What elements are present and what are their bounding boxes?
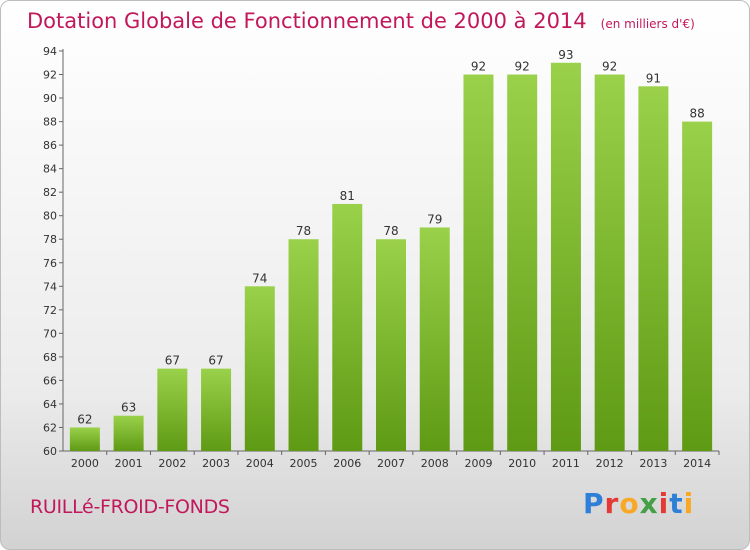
- y-tick-label: 92: [43, 69, 57, 82]
- logo-letter: t: [669, 487, 684, 520]
- y-tick-label: 86: [43, 139, 57, 152]
- data-label: 74: [252, 271, 267, 285]
- logo-letter: P: [583, 487, 605, 520]
- proxiti-logo: Proxiti: [583, 487, 694, 520]
- bar: [682, 121, 713, 452]
- data-label: 78: [383, 224, 398, 238]
- data-label: 91: [646, 71, 661, 85]
- x-tick-label: 2001: [115, 457, 143, 470]
- data-label: 92: [515, 60, 530, 74]
- x-tick-label: 2010: [508, 457, 536, 470]
- x-tick-label: 2013: [639, 457, 667, 470]
- bar: [376, 239, 406, 451]
- data-label: 78: [296, 224, 311, 238]
- x-tick-label: 2005: [290, 457, 318, 470]
- logo-letter: i: [683, 487, 695, 520]
- data-label: 81: [340, 189, 355, 203]
- x-tick-label: 2009: [464, 457, 492, 470]
- data-label: 79: [427, 212, 442, 226]
- y-tick-label: 82: [43, 186, 57, 199]
- x-tick-label: 2006: [333, 457, 361, 470]
- chart-unit: (en milliers d'€): [600, 17, 695, 31]
- data-label: 63: [121, 401, 136, 415]
- y-tick-label: 78: [43, 233, 57, 246]
- data-label: 93: [558, 48, 573, 62]
- y-tick-label: 62: [43, 421, 57, 434]
- commune-name: RUILLé-FROID-FONDS: [30, 496, 230, 518]
- x-tick-label: 2004: [246, 457, 274, 470]
- logo-letter: o: [619, 487, 640, 520]
- axes: 60 62 64 66 68 70 72 74 76 78 80 82 84 86 88 90 92 94 2000…: [43, 45, 720, 470]
- x-tick-label: 2014: [683, 457, 711, 470]
- chart-title: Dotation Globale de Fonctionnement de 20…: [27, 9, 695, 33]
- x-tick-label: 2007: [377, 457, 405, 470]
- data-label: 88: [689, 107, 704, 121]
- logo-letter: r: [604, 487, 620, 520]
- y-tick-label: 88: [43, 116, 57, 129]
- bars: [69, 62, 713, 452]
- bar: [113, 415, 144, 451]
- y-tick-label: 64: [43, 398, 57, 411]
- y-tick-label: 84: [43, 163, 57, 176]
- y-tick-label: 66: [43, 374, 57, 387]
- bar: [550, 62, 581, 451]
- x-tick-label: 2008: [421, 457, 449, 470]
- y-tick-label: 74: [43, 280, 57, 293]
- x-tick-label: 2012: [596, 457, 624, 470]
- bar: [463, 74, 494, 451]
- x-tick-label: 2002: [158, 457, 186, 470]
- y-tick-label: 72: [43, 304, 57, 317]
- data-label: 92: [471, 60, 486, 74]
- x-tick-label: 2011: [552, 457, 580, 470]
- data-label: 67: [165, 354, 180, 368]
- y-tick-label: 80: [43, 210, 57, 223]
- bar: [507, 74, 538, 451]
- logo-letter: x: [639, 487, 659, 520]
- bar: [69, 427, 100, 451]
- logo-letter: i: [658, 487, 670, 520]
- bar: [288, 239, 319, 451]
- y-tick-label: 68: [43, 351, 57, 364]
- y-tick-label: 70: [43, 327, 57, 340]
- y-tick-label: 90: [43, 92, 57, 105]
- y-tick-label: 76: [43, 257, 57, 270]
- bar: [419, 227, 450, 451]
- data-label: 67: [208, 354, 223, 368]
- x-tick-label: 2003: [202, 457, 230, 470]
- y-tick-label: 60: [43, 445, 57, 458]
- bar: [638, 86, 669, 451]
- data-labels: 62 63 67 67 74 78 81 78 79 92 92 93 92 91 88: [77, 48, 705, 427]
- y-tick-label: 94: [43, 45, 57, 58]
- data-label: 62: [77, 412, 92, 426]
- bar: [332, 203, 363, 451]
- bar: [594, 74, 625, 451]
- bar: [157, 368, 188, 451]
- x-tick-label: 2000: [71, 457, 99, 470]
- chart-title-main: Dotation Globale de Fonctionnement de 20…: [27, 9, 587, 33]
- bar: [201, 368, 232, 451]
- data-label: 92: [602, 60, 617, 74]
- bar: [244, 286, 275, 451]
